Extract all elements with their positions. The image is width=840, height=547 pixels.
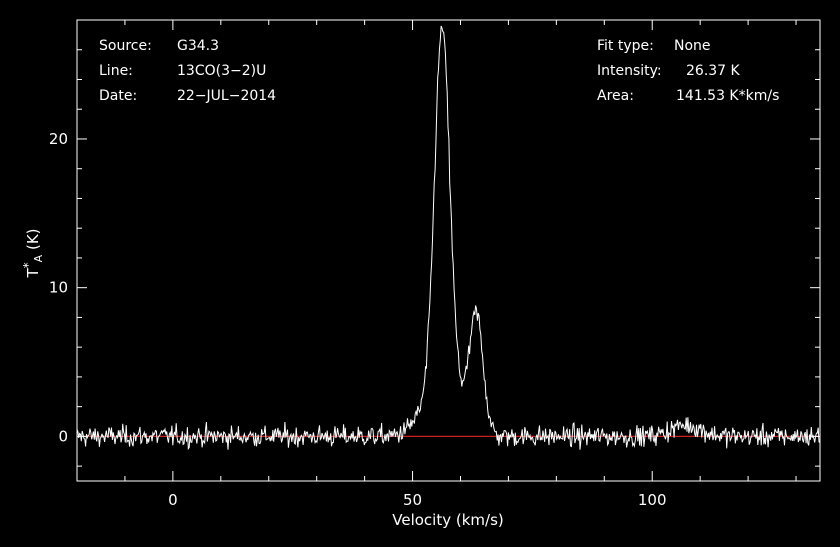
date-value: 22−JUL−2014 bbox=[177, 88, 276, 104]
y-axis-label: T*A (K) bbox=[21, 228, 45, 278]
header-info-right: Fit type: None Intensity: 26.37 K Area: … bbox=[597, 38, 779, 104]
line-key: Line: bbox=[99, 63, 133, 79]
plot-frame bbox=[76, 19, 821, 482]
fit-type-key: Fit type: bbox=[597, 38, 654, 54]
area-key: Area: bbox=[597, 88, 634, 104]
source-key: Source: bbox=[99, 38, 152, 54]
x-tick-label: 50 bbox=[403, 491, 422, 509]
x-tick-label: 0 bbox=[168, 491, 178, 509]
source-value: G34.3 bbox=[177, 38, 219, 54]
y-tick-label: 10 bbox=[49, 279, 68, 297]
x-axis-label: Velocity (km/s) bbox=[392, 511, 503, 529]
line-value: 13CO(3−2)U bbox=[177, 63, 266, 79]
header-info-left: Source: G34.3 Line: 13CO(3−2)U Date: 22−… bbox=[99, 38, 276, 104]
y-tick-label: 20 bbox=[49, 130, 68, 148]
y-tick-label: 0 bbox=[58, 427, 68, 445]
intensity-value: 26.37 K bbox=[686, 63, 741, 79]
fit-type-value: None bbox=[674, 38, 711, 54]
area-value: 141.53 K*km/s bbox=[676, 88, 779, 104]
spectrum-line bbox=[76, 25, 821, 451]
x-tick-label: 100 bbox=[638, 491, 667, 509]
intensity-key: Intensity: bbox=[597, 63, 662, 79]
y-axis-ticks: 0 10 20 bbox=[49, 49, 820, 467]
date-key: Date: bbox=[99, 88, 137, 104]
x-axis-ticks: 0 50 100 bbox=[124, 20, 797, 509]
